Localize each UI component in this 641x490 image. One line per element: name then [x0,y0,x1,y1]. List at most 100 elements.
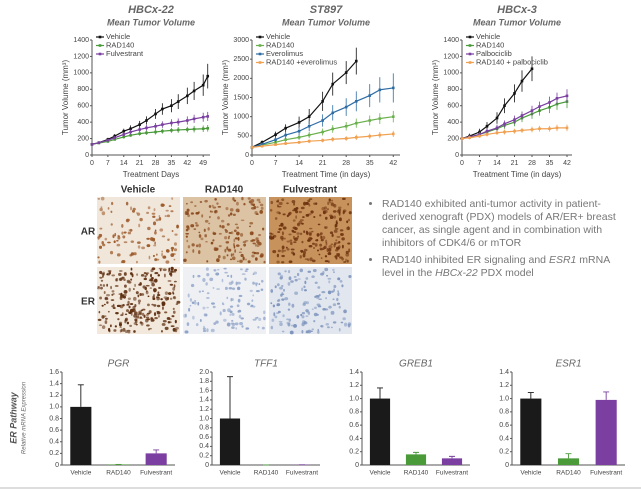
cell [136,212,141,216]
marker [97,141,101,144]
cell [133,322,137,325]
cell [219,311,222,316]
marker [129,127,132,131]
x-tick-label: 0 [460,160,464,167]
cell [151,283,155,287]
cell [333,243,336,248]
cell [170,272,173,277]
marker [321,100,324,103]
cell [330,326,333,329]
cell [115,311,119,315]
cell [326,248,329,252]
cell [227,248,232,252]
cell [170,325,175,328]
cell [139,282,142,286]
cell [176,224,179,229]
cell [169,283,174,286]
cell [254,210,258,215]
marker [138,132,141,135]
cell [134,283,136,288]
cell [328,245,333,249]
cell [193,301,197,305]
cell [288,260,293,264]
cell [281,249,284,253]
cell [173,258,176,261]
cell [219,224,222,228]
cell [337,208,342,212]
cell [312,242,315,245]
cell [328,280,331,284]
cell [224,271,228,274]
cell [97,287,101,290]
marker [354,100,358,103]
cell [151,303,154,306]
cell [104,296,108,300]
cell [148,255,151,260]
cell [214,209,218,214]
marker [170,129,173,132]
marker [161,123,164,126]
cell [99,276,103,279]
cell [227,214,231,217]
cell [332,210,337,213]
bar [441,458,463,465]
cell [99,296,102,300]
cell [237,236,240,241]
cell [126,329,131,332]
cell [118,322,122,327]
cell [249,231,254,236]
cell [273,312,276,317]
cell [99,207,103,212]
marker [122,129,126,133]
cell [103,291,106,295]
cell [281,261,285,264]
cell [150,316,154,321]
bullet-text: RAD140 exhibited anti-tumor activity in … [382,198,616,249]
y-tick-label: 1400 [443,37,459,44]
cell [240,248,242,251]
cell [199,201,203,203]
cell [241,273,246,276]
cell [228,232,232,234]
bullet-text: ESR1 [548,254,577,266]
cell [333,215,337,219]
cell [331,290,334,293]
cell [100,206,103,209]
chart-title: GREB1 [399,359,433,370]
marker [548,101,551,104]
cell [284,270,287,273]
cell [123,284,127,288]
cell [223,267,227,270]
cell [231,326,235,329]
cell [107,310,110,313]
cell [136,260,138,264]
marker [138,128,141,131]
cell [222,303,225,306]
cell [166,214,171,218]
cell [152,221,157,226]
error-bar [377,387,383,399]
cell [261,326,265,330]
y-tick-label: 1.0 [199,415,209,422]
legend-marker [258,52,262,56]
cell [316,303,321,306]
error-bar [603,391,610,400]
marker [192,117,196,121]
cell [332,268,335,272]
x-tick-label: Vehicle [220,470,241,477]
marker [307,139,311,143]
cell [153,288,157,293]
cell [255,290,260,293]
cell [168,318,172,321]
bar [369,398,391,465]
cell [185,232,190,235]
cell [299,219,304,222]
cell [313,246,315,250]
marker [284,142,287,145]
y-tick-label: 0.4 [49,439,59,446]
cell [186,225,190,227]
marker [331,82,335,86]
cell [346,220,349,224]
cell [123,295,126,299]
marker [495,116,499,120]
